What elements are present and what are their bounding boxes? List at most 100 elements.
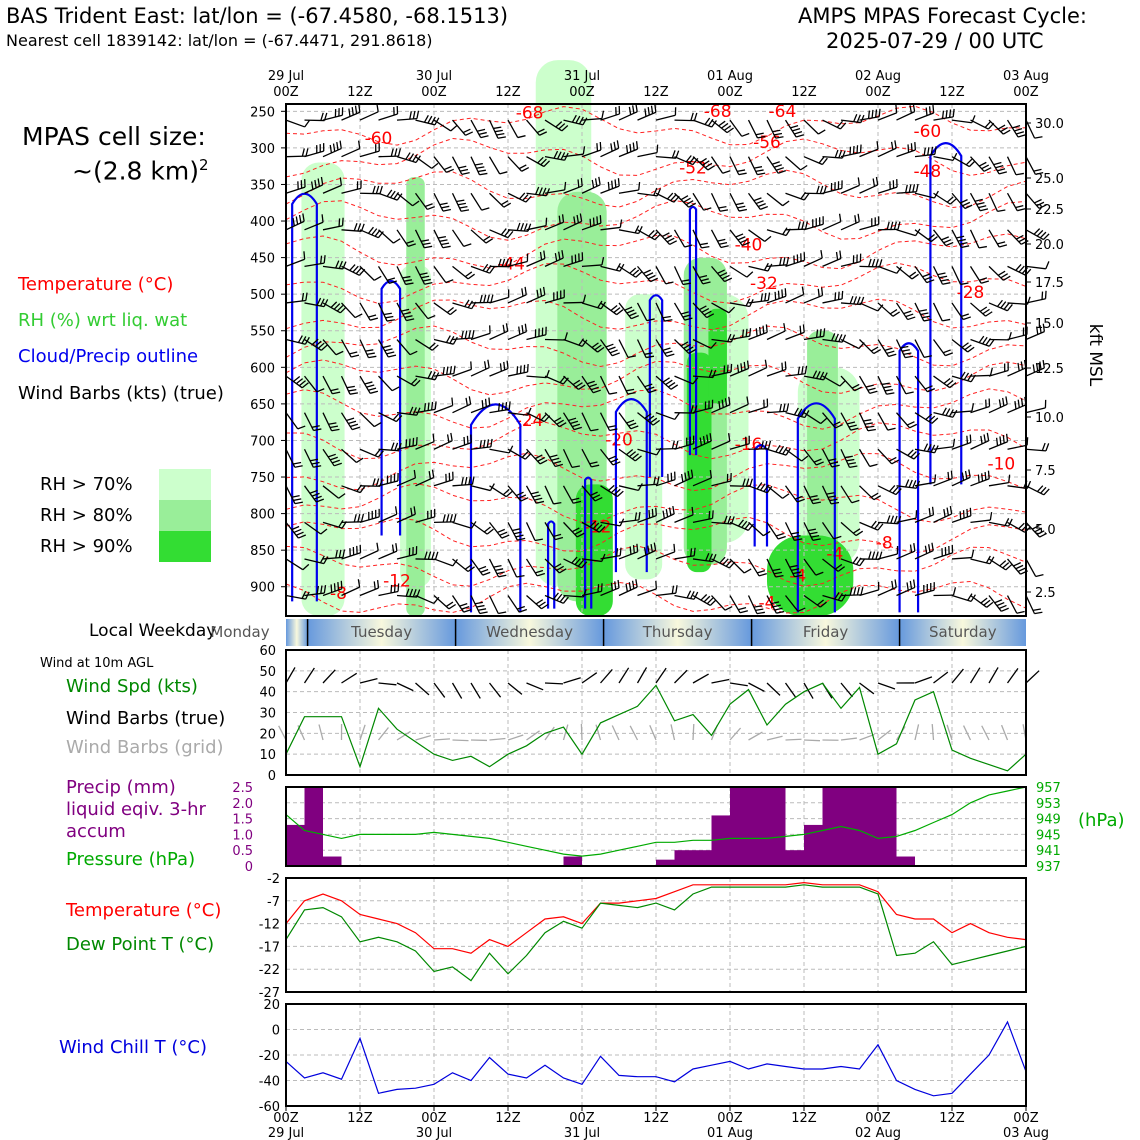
- upper-wind-barb-flag: [823, 328, 826, 337]
- upper-wind-barb-flag: [537, 456, 546, 462]
- upper-wind-barb-flag: [946, 380, 954, 387]
- upper-wind-barb-flag: [619, 219, 623, 228]
- upper-wind-barb-flag: [1036, 530, 1045, 536]
- upper-wind-barb-flag: [666, 353, 675, 358]
- upper-wind-barb-flag: [857, 213, 860, 222]
- upper-wind-barb-flag: [543, 250, 546, 259]
- bottom-hour-label: 00Z: [273, 1111, 299, 1126]
- y-tick-label: 2.0: [232, 797, 253, 812]
- upper-wind-barb-flag: [302, 563, 310, 571]
- upper-wind-barb-flag: [377, 450, 384, 458]
- upper-wind-barb-flag: [838, 150, 843, 159]
- upper-wind-barb-flag: [422, 242, 431, 246]
- upper-wind-barb-flag: [834, 292, 837, 301]
- y-tick-label: 0.5: [232, 844, 253, 859]
- rh70-swatch: [159, 469, 211, 500]
- grid-wind-barb: [452, 739, 469, 742]
- upper-wind-barb-flag: [610, 582, 613, 591]
- upper-wind-barb-flag: [833, 535, 842, 540]
- upper-wind-barb-flag: [402, 311, 411, 315]
- upper-wind-barb-flag: [709, 469, 713, 479]
- upper-wind-barb-flag: [293, 498, 302, 502]
- panel-frame: [285, 877, 1027, 993]
- upper-wind-barb-flag: [540, 158, 547, 166]
- upper-wind-barb-flag: [790, 531, 800, 535]
- upper-wind-barb-flag: [372, 185, 376, 194]
- upper-wind-barb-flag: [753, 197, 762, 202]
- grid-wind-barb: [670, 724, 676, 741]
- upper-wind-barb: [636, 302, 648, 321]
- upper-wind-barb-flag: [635, 141, 639, 150]
- upper-wind-barb-flag: [412, 200, 420, 207]
- top-date-label: 31 Jul: [564, 69, 600, 84]
- upper-wind-barb-flag: [368, 355, 377, 359]
- upper-wind-barb-flag: [521, 166, 530, 172]
- upper-wind-barb-flag: [923, 443, 929, 452]
- upper-wind-barb-flag: [847, 462, 856, 465]
- upper-wind-barb-flag: [632, 269, 640, 276]
- upper-wind-barb-flag: [516, 605, 525, 610]
- upper-wind-barb-flag: [320, 255, 323, 264]
- surface-wind-barb: [563, 677, 581, 684]
- temperature-contour-label-22: -10: [987, 455, 1015, 475]
- upper-wind-barb-flag: [772, 568, 781, 572]
- upper-wind-barb-flag: [419, 272, 428, 276]
- upper-wind-barb-flag: [875, 551, 879, 560]
- upper-wind-barb-flag: [693, 547, 696, 556]
- upper-wind-barb-flag: [407, 243, 416, 248]
- upper-wind-barb-flag: [850, 427, 859, 431]
- upper-wind-barb-flag: [775, 444, 781, 453]
- upper-wind-barb-flag: [387, 277, 396, 281]
- upper-wind-barb-flag: [539, 251, 543, 260]
- cloud-outline-6: [648, 294, 664, 478]
- top-date-label: 01 Aug: [707, 69, 753, 84]
- upper-wind-barb-flag: [465, 131, 474, 136]
- upper-wind-barb-flag: [468, 476, 472, 485]
- upper-wind-barb-flag: [644, 413, 652, 419]
- upper-wind-barb-flag: [886, 350, 895, 355]
- upper-wind-barb-flag: [445, 335, 451, 343]
- upper-wind-barb-flag: [360, 513, 365, 522]
- upper-wind-barb-flag: [520, 222, 525, 231]
- upper-wind-barb-flag: [986, 432, 990, 441]
- upper-wind-barb-flag: [553, 533, 562, 538]
- upper-wind-barb-flag: [578, 384, 586, 390]
- temperature-contour-label-0: -68: [516, 104, 544, 124]
- upper-wind-barb-flag: [616, 548, 619, 557]
- upper-wind-barb-flag: [978, 161, 987, 167]
- surface-wind-barb: [507, 682, 523, 695]
- upper-wind-barb: [932, 302, 943, 322]
- upper-wind-barb-flag: [834, 592, 840, 600]
- upper-wind-barb-flag: [483, 361, 487, 370]
- bottom-date-label: 31 Jul: [564, 1126, 600, 1140]
- upper-wind-barb-flag: [797, 408, 803, 417]
- upper-wind-barb-flag: [945, 110, 948, 119]
- upper-wind-barb-flag: [934, 474, 937, 483]
- upper-wind-barb: [655, 551, 675, 560]
- upper-wind-barb-flag: [594, 178, 598, 187]
- upper-wind-barb-flag: [693, 112, 698, 121]
- upper-wind-barb: [637, 588, 657, 597]
- upper-wind-barb-flag: [534, 454, 543, 460]
- upper-wind-barb-flag: [629, 143, 632, 152]
- upper-wind-barb-flag: [330, 584, 333, 593]
- upper-wind-barb-flag: [737, 169, 746, 173]
- upper-wind-barb-flag: [867, 428, 876, 432]
- upper-wind-barb-flag: [1000, 301, 1007, 309]
- upper-wind-barb-flag: [497, 403, 501, 412]
- upper-wind-barb-flag: [517, 537, 526, 541]
- upper-wind-barb-flag: [515, 534, 524, 538]
- upper-wind-barb-flag: [630, 425, 639, 430]
- upper-wind-barb-flag: [662, 510, 665, 519]
- upper-wind-barb-flag: [589, 461, 598, 465]
- upper-wind-barb-flag: [1014, 401, 1017, 410]
- upper-wind-barb-flag: [348, 108, 351, 117]
- upper-wind-barb-flag: [291, 495, 300, 498]
- upper-wind-barb-flag: [875, 109, 878, 118]
- upper-wind-barb-flag: [804, 221, 809, 230]
- upper-wind-barb-flag: [610, 143, 613, 152]
- upper-wind-barb-flag: [979, 306, 988, 312]
- upper-wind-barb-flag: [786, 403, 790, 412]
- upper-wind-barb-flag: [878, 259, 883, 268]
- upper-wind-barb-flag: [427, 206, 435, 211]
